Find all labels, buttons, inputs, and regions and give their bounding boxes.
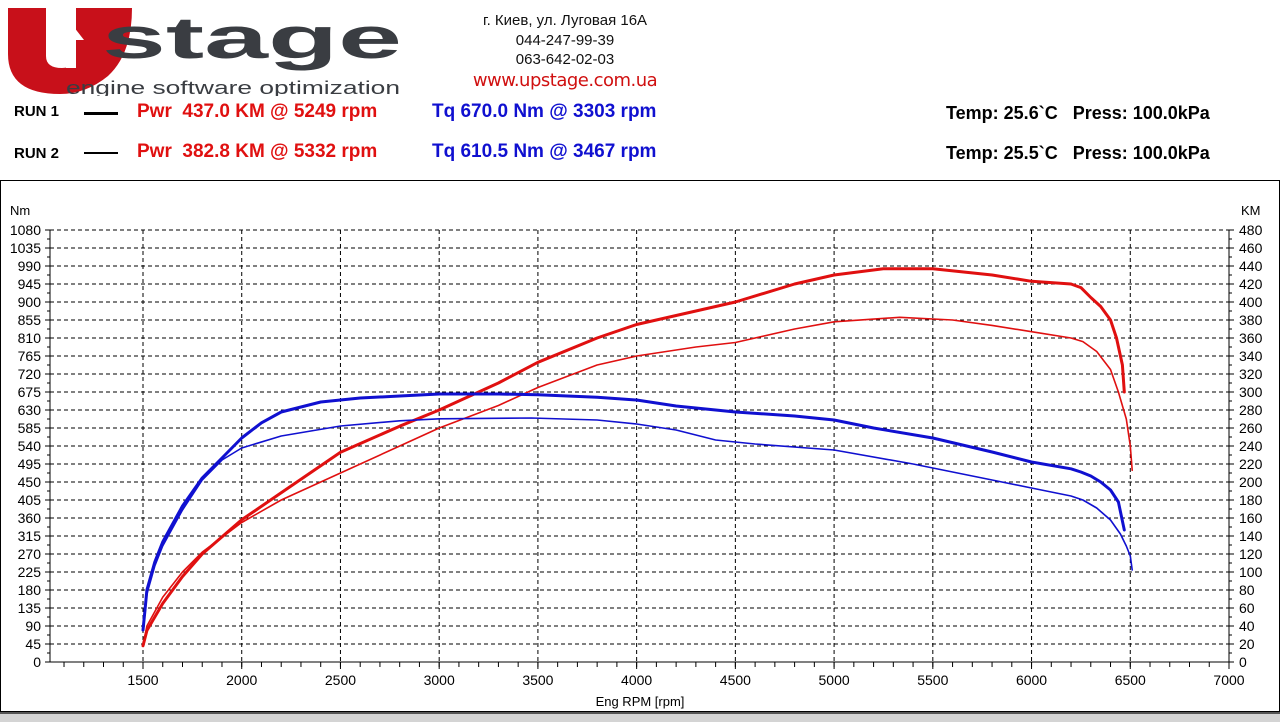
logo-u-shape <box>8 8 132 94</box>
y-right-tick-label: 20 <box>1239 636 1255 652</box>
run1-torque-curve <box>141 392 1126 632</box>
y-right-tick-label: 0 <box>1239 654 1247 670</box>
y-left-tick-label: 360 <box>18 510 42 526</box>
website-link[interactable]: www.upstage.com.ua <box>472 70 658 91</box>
grid <box>50 229 1229 662</box>
phone-2: 063-642-02-03 <box>515 51 615 68</box>
y-right-tick-label: 420 <box>1239 276 1263 292</box>
x-tick-label: 7000 <box>1213 672 1244 688</box>
y-left-tick-label: 855 <box>18 312 42 328</box>
y-left-tick-label: 450 <box>18 474 42 490</box>
run2-torque-curve <box>142 417 1133 631</box>
address: г. Киев, ул. Луговая 16А <box>482 12 648 29</box>
x-tick-label: 5500 <box>917 672 948 688</box>
y-right-tick-label: 180 <box>1239 492 1263 508</box>
x-tick-label: 6000 <box>1016 672 1047 688</box>
y-left-tick-label: 0 <box>33 654 41 670</box>
y-right-tick-label: 140 <box>1239 528 1263 544</box>
y-left-tick-label: 45 <box>25 636 41 652</box>
y-left-tick-label: 315 <box>18 528 42 544</box>
run2-conditions: Temp: 25.5`C Press: 100.0kPa <box>946 143 1210 163</box>
y-right-tick-label: 40 <box>1239 618 1255 634</box>
y-left-tick-label: 675 <box>18 384 42 400</box>
run1-torque: Tq 670.0 Nm @ 3303 rpm <box>432 101 657 122</box>
run2-power-curve <box>142 316 1133 647</box>
y-left-tick-label: 900 <box>18 294 42 310</box>
y-left-tick-label: 630 <box>18 402 42 418</box>
x-tick-label: 5000 <box>819 672 850 688</box>
y-right-tick-label: 120 <box>1239 546 1263 562</box>
y-right-tick-label: 480 <box>1239 222 1263 238</box>
logo-word: stage <box>102 6 402 71</box>
y-right-tick-label: 200 <box>1239 474 1263 490</box>
run1-label: RUN 1 <box>14 103 60 120</box>
x-tick-label: 1500 <box>127 672 158 688</box>
y-left-tick-label: 405 <box>18 492 42 508</box>
curves <box>141 267 1133 648</box>
y-right-tick-label: 60 <box>1239 600 1255 616</box>
run1-conditions: Temp: 25.6`C Press: 100.0kPa <box>946 103 1210 123</box>
y-left-tick-label: 1080 <box>10 222 41 238</box>
x-tick-label: 3500 <box>522 672 553 688</box>
y-right-tick-label: 300 <box>1239 384 1263 400</box>
run1-line-sample <box>84 112 118 115</box>
run2-power: Pwr 382.8 KM @ 5332 rpm <box>137 141 378 162</box>
y-left-tick-label: 945 <box>18 276 42 292</box>
run2-label: RUN 2 <box>14 145 60 162</box>
y-right-tick-label: 320 <box>1239 366 1263 382</box>
y-left-tick-label: 810 <box>18 330 42 346</box>
upstage-logo: stage engine software optimization <box>8 6 402 96</box>
bottom-scrollbar[interactable] <box>0 712 1280 722</box>
logo-tagline: engine software optimization <box>66 78 400 96</box>
y-left-tick-label: 225 <box>18 564 42 580</box>
x-tick-label: 4500 <box>720 672 751 688</box>
y-left-tick-label: 1035 <box>10 240 41 256</box>
y-right-tick-label: 100 <box>1239 564 1263 580</box>
x-tick-label: 4000 <box>621 672 652 688</box>
y-right-tick-label: 160 <box>1239 510 1263 526</box>
y-left-tick-label: 495 <box>18 456 42 472</box>
x-axis-label: Eng RPM [rpm] <box>596 694 685 709</box>
run2-line-sample <box>84 152 118 154</box>
y-right-tick-label: 260 <box>1239 420 1263 436</box>
y-left-tick-label: 720 <box>18 366 42 382</box>
y-right-tick-label: 360 <box>1239 330 1263 346</box>
y-right-tick-label: 340 <box>1239 348 1263 364</box>
dyno-chart: 0 45 90 135 180 225 270 315 360 405 450 495 540 585 63… <box>10 203 1263 709</box>
y-right-label: KM <box>1241 203 1261 218</box>
run1-power: Pwr 437.0 KM @ 5249 rpm <box>137 101 378 122</box>
y-left-label: Nm <box>10 203 30 218</box>
phone-1: 044-247-99-39 <box>515 32 615 49</box>
y-left-tick-label: 180 <box>18 582 42 598</box>
y-left-tick-label: 90 <box>25 618 41 634</box>
y-left-tick-label: 135 <box>18 600 42 616</box>
y-left-tick-label: 990 <box>18 258 42 274</box>
y-right-tick-label: 80 <box>1239 582 1255 598</box>
y-right-tick-label: 400 <box>1239 294 1263 310</box>
run1-power-curve <box>141 267 1126 648</box>
y-right-tick-label: 440 <box>1239 258 1263 274</box>
x-tick-label: 6500 <box>1115 672 1146 688</box>
y-left-tick-label: 765 <box>18 348 42 364</box>
axes: 0 45 90 135 180 225 270 315 360 405 450 495 540 585 63… <box>10 222 1263 688</box>
x-tick-label: 3000 <box>424 672 455 688</box>
run2-torque: Tq 610.5 Nm @ 3467 rpm <box>432 141 657 162</box>
x-tick-label: 2000 <box>226 672 257 688</box>
y-right-tick-label: 380 <box>1239 312 1263 328</box>
y-right-tick-label: 240 <box>1239 438 1263 454</box>
x-tick-label: 2500 <box>325 672 356 688</box>
arrow-up-icon <box>58 22 84 68</box>
y-left-tick-label: 270 <box>18 546 42 562</box>
y-left-tick-label: 585 <box>18 420 42 436</box>
y-right-tick-label: 280 <box>1239 402 1263 418</box>
y-left-tick-label: 540 <box>18 438 42 454</box>
y-right-tick-label: 460 <box>1239 240 1263 256</box>
y-right-tick-label: 220 <box>1239 456 1263 472</box>
